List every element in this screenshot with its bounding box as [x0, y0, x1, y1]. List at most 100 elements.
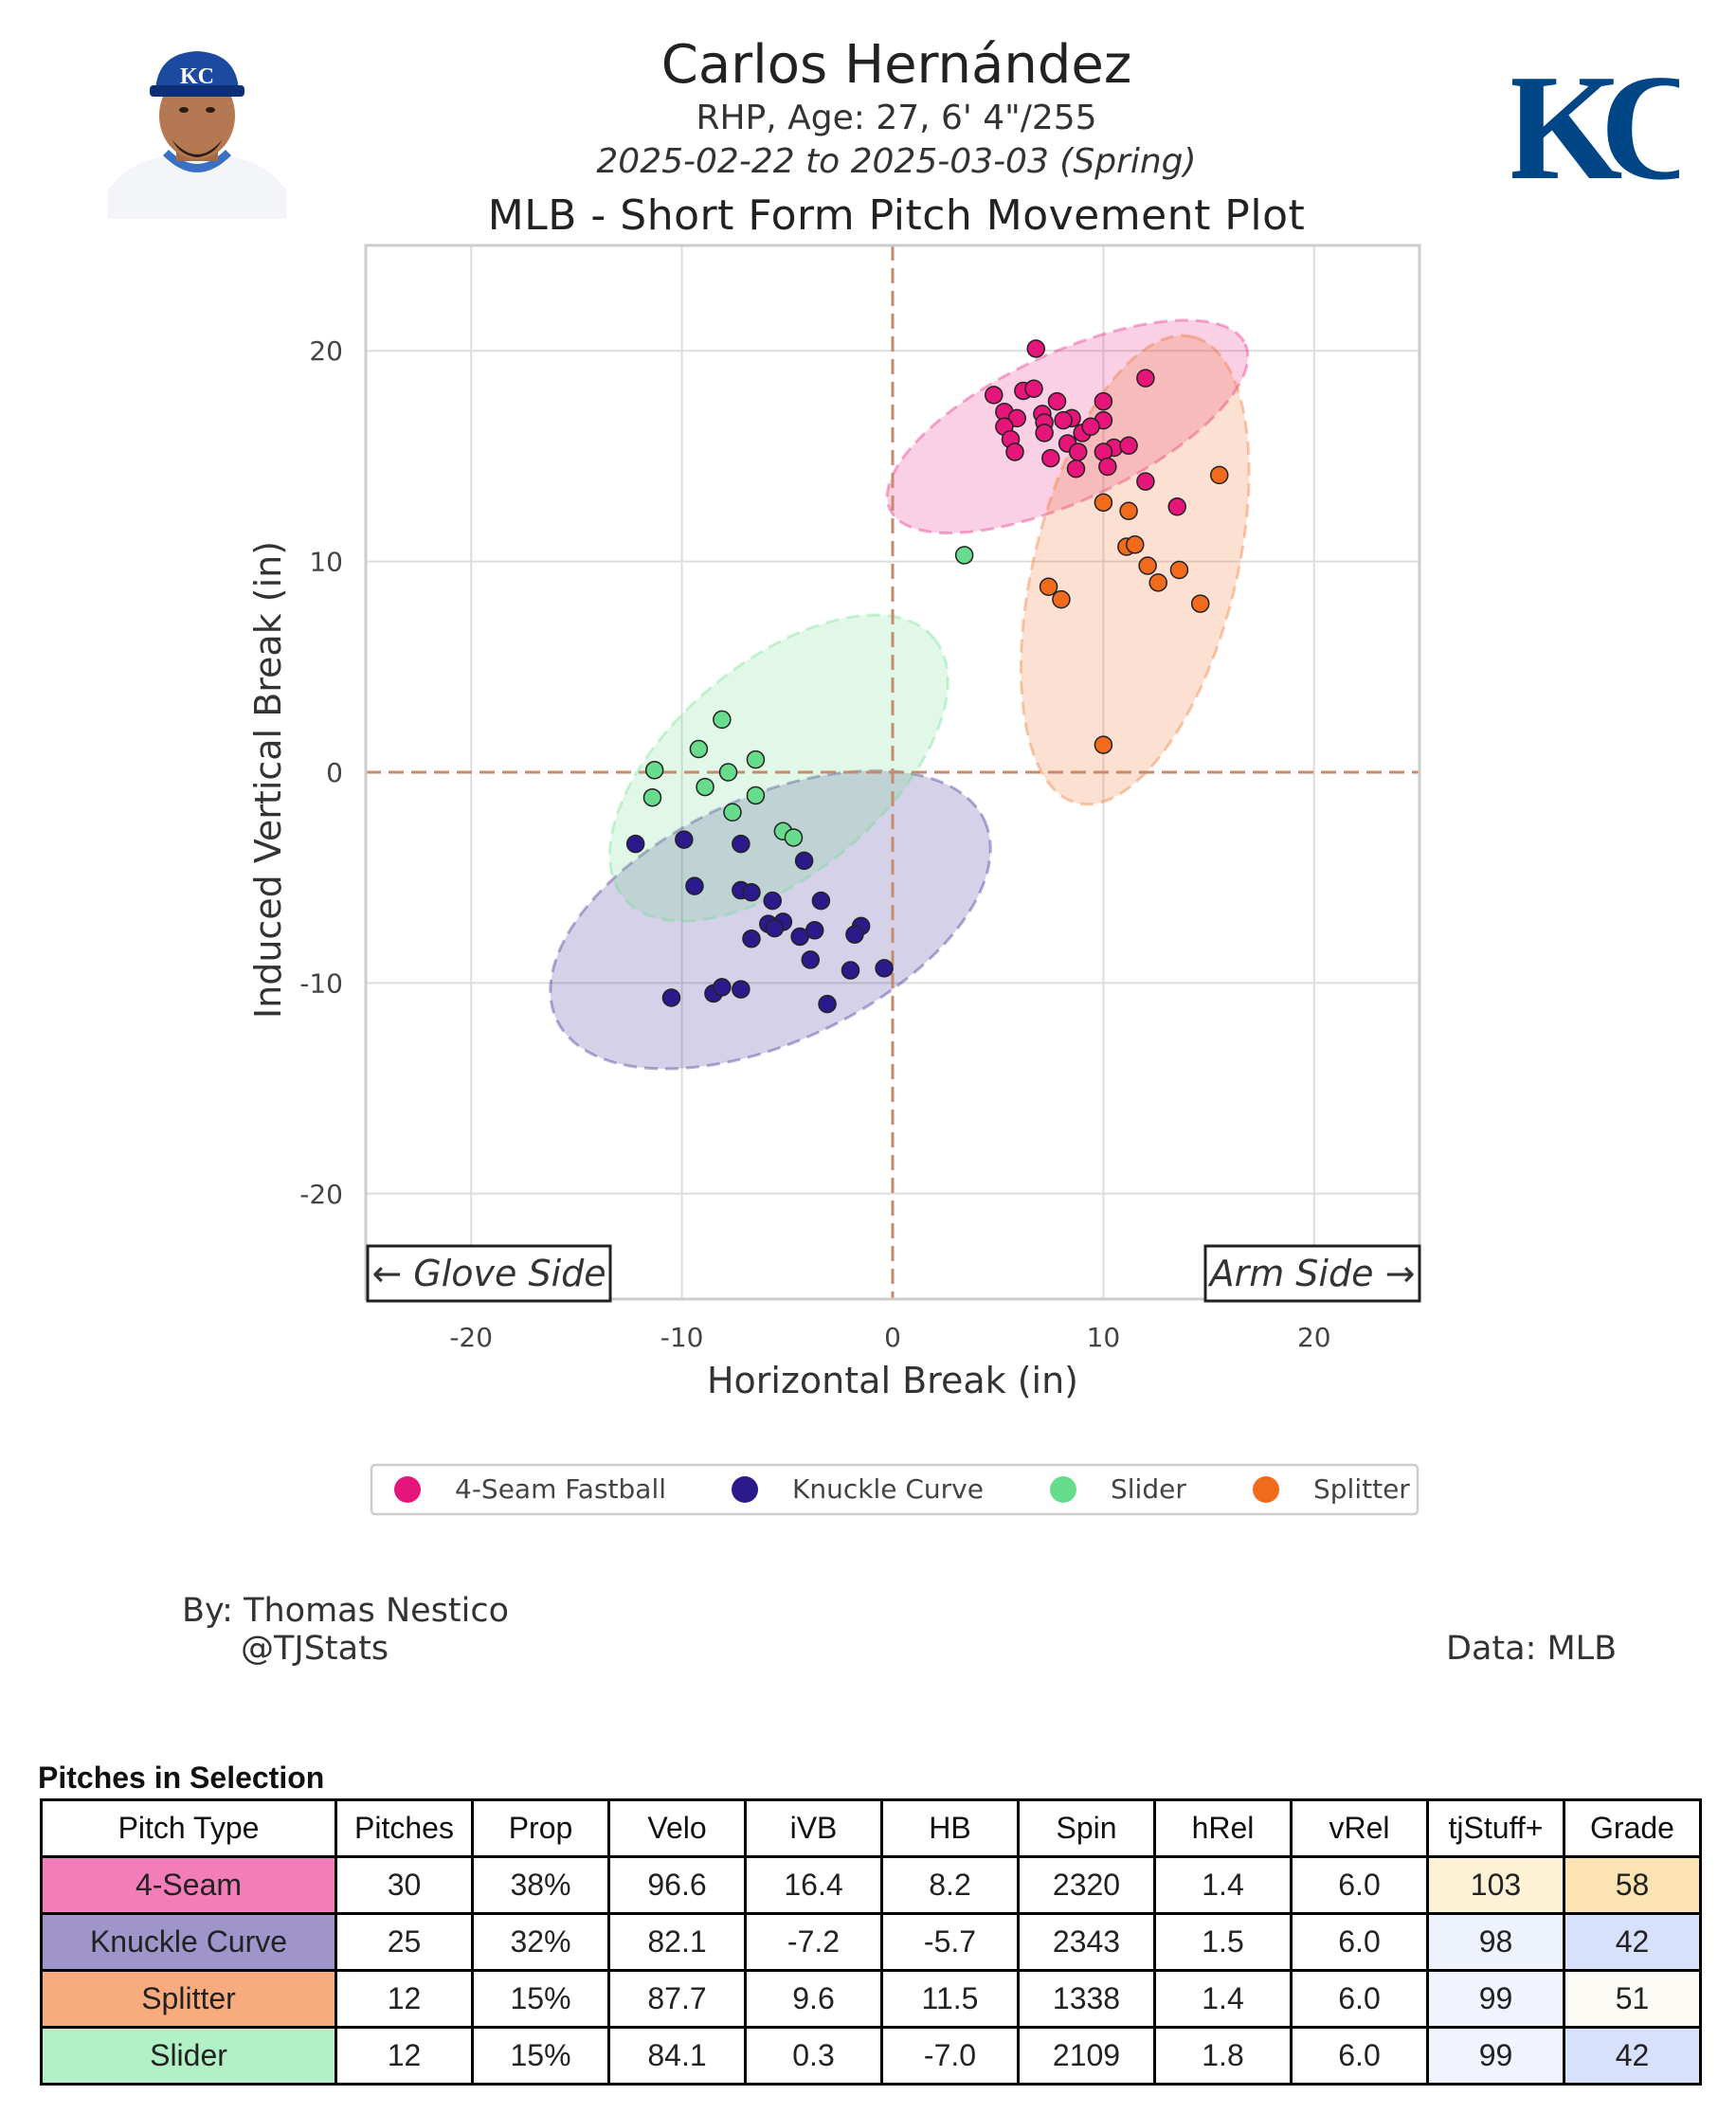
- side-annotations: ← Glove Side Arm Side →: [366, 1244, 1421, 1303]
- cell-vrel: 6.0: [1290, 1855, 1429, 1915]
- point-knuckle-curve: [763, 891, 782, 911]
- point-splitter: [1169, 560, 1189, 580]
- point-knuckle-curve: [685, 876, 704, 895]
- point-splitter: [1209, 465, 1229, 485]
- cell-pitch: 4-Seam: [40, 1855, 337, 1915]
- point-slider: [689, 739, 709, 759]
- point-4-seam-fastball: [1041, 448, 1060, 468]
- arm-side-label-text: Arm Side →: [1207, 1253, 1416, 1294]
- cell-vrel: 6.0: [1290, 1969, 1429, 2029]
- point-knuckle-curve: [742, 929, 761, 948]
- point-splitter: [1094, 493, 1113, 513]
- point-4-seam-fastball: [1119, 436, 1138, 456]
- point-4-seam-fastball: [1167, 497, 1186, 516]
- cell-hb: -5.7: [880, 1912, 1020, 1972]
- point-knuckle-curve: [801, 950, 821, 969]
- point-splitter: [1138, 556, 1157, 575]
- date-range: 2025-02-22 to 2025-03-03 (Spring): [596, 142, 1197, 181]
- cell-pitches: 30: [335, 1855, 474, 1915]
- points: [625, 339, 1229, 1014]
- point-knuckle-curve: [875, 959, 894, 978]
- point-splitter: [1094, 735, 1113, 754]
- player-bio: RHP, Age: 27, 6' 4"/255: [696, 99, 1097, 137]
- team-logo: KC: [1512, 45, 1679, 211]
- legend-label-knuckle-curve: Knuckle Curve: [792, 1473, 984, 1505]
- point-knuckle-curve: [713, 978, 732, 997]
- point-splitter: [1148, 573, 1167, 592]
- point-4-seam-fastball: [1035, 424, 1054, 442]
- point-splitter: [1190, 594, 1210, 613]
- cell-spin: 2109: [1017, 2026, 1156, 2086]
- col-header: tjStuff+: [1426, 1798, 1565, 1858]
- ellipses: [549, 318, 1251, 1071]
- point-splitter: [1119, 501, 1138, 520]
- glove-side-label-text: ← Glove Side: [371, 1253, 606, 1294]
- point-slider: [954, 546, 974, 565]
- cell-stuff: 98: [1426, 1912, 1565, 1972]
- point-knuckle-curve: [732, 834, 750, 854]
- col-header: vRel: [1290, 1798, 1429, 1858]
- cap-logo-text: KC: [180, 64, 214, 89]
- cell-grade: 51: [1563, 1969, 1702, 2029]
- author-handle: @TJStats: [241, 1630, 389, 1668]
- y-tick-label: 20: [309, 335, 343, 367]
- point-4-seam-fastball: [1136, 369, 1155, 388]
- x-tick-label: -20: [449, 1322, 493, 1353]
- point-knuckle-curve: [742, 883, 761, 902]
- pitch-movement-chart: ← Glove Side Arm Side → -20 -10 0 10 2020100-…: [247, 244, 1421, 1516]
- point-slider: [696, 777, 714, 797]
- cell-hrel: 1.4: [1153, 1855, 1293, 1915]
- cell-stuff: 99: [1426, 1969, 1565, 2029]
- col-header: Spin: [1017, 1798, 1156, 1858]
- table-row: Knuckle Curve 25 32% 82.1 -7.2 -5.7 2343 1.5 6.0…: [40, 1912, 1702, 1972]
- legend-marker-splitter: [1253, 1476, 1279, 1503]
- point-splitter: [1039, 577, 1058, 597]
- plot-title: MLB - Short Form Pitch Movement Plot: [487, 191, 1306, 240]
- point-4-seam-fastball: [1047, 391, 1067, 411]
- point-splitter: [1052, 589, 1071, 609]
- legend-label-slider: Slider: [1111, 1473, 1186, 1505]
- y-tick-label: -20: [299, 1179, 343, 1210]
- point-slider: [644, 761, 664, 780]
- cell-hb: 11.5: [880, 1969, 1020, 2029]
- point-4-seam-fastball: [1068, 442, 1088, 461]
- zero-lines: [366, 245, 1420, 1299]
- col-header: Grade: [1563, 1798, 1702, 1858]
- y-tick-label: 0: [326, 757, 343, 788]
- point-knuckle-curve: [811, 891, 831, 911]
- point-knuckle-curve: [818, 994, 837, 1014]
- cell-velo: 87.7: [607, 1969, 747, 2029]
- x-tick-label: 10: [1087, 1322, 1121, 1353]
- table-header-row: Pitch Type Pitches Prop Velo iVB HB Spin…: [40, 1798, 1702, 1858]
- cell-stuff: 103: [1426, 1855, 1565, 1915]
- x-tick-label: -10: [660, 1322, 704, 1353]
- player-headshot: KC: [108, 51, 286, 219]
- cell-spin: 2343: [1017, 1912, 1156, 1972]
- col-header: Prop: [471, 1798, 610, 1858]
- pitch-stats-table: Pitch Type Pitches Prop Velo iVB HB Spin…: [40, 1798, 1702, 2086]
- cell-hrel: 1.8: [1153, 2026, 1293, 2086]
- arm-side-label-box: [1203, 1244, 1421, 1303]
- col-header: HB: [880, 1798, 1020, 1858]
- glove-side-label-box: [366, 1244, 612, 1303]
- point-slider: [713, 710, 732, 730]
- cell-velo: 96.6: [607, 1855, 747, 1915]
- point-slider: [723, 803, 742, 822]
- cell-pitches: 12: [335, 2026, 474, 2086]
- cell-ivb: 16.4: [744, 1855, 883, 1915]
- point-knuckle-curve: [845, 925, 864, 944]
- cell-pitches: 12: [335, 1969, 474, 2029]
- x-tick-label: 20: [1297, 1322, 1331, 1353]
- point-4-seam-fastball: [1005, 442, 1024, 461]
- cell-vrel: 6.0: [1290, 2026, 1429, 2086]
- cell-hrel: 1.5: [1153, 1912, 1293, 1972]
- team-logo-text: KC: [1512, 45, 1679, 211]
- cell-velo: 84.1: [607, 2026, 747, 2086]
- cell-prop: 32%: [471, 1912, 610, 1972]
- legend-marker-4-seam-fastball: [394, 1476, 421, 1503]
- ellipse-slider: [607, 613, 949, 923]
- cell-grade: 42: [1563, 2026, 1702, 2086]
- point-slider: [718, 763, 738, 782]
- x-tick-label: 0: [884, 1322, 901, 1353]
- data-source: Data: MLB: [1446, 1630, 1618, 1668]
